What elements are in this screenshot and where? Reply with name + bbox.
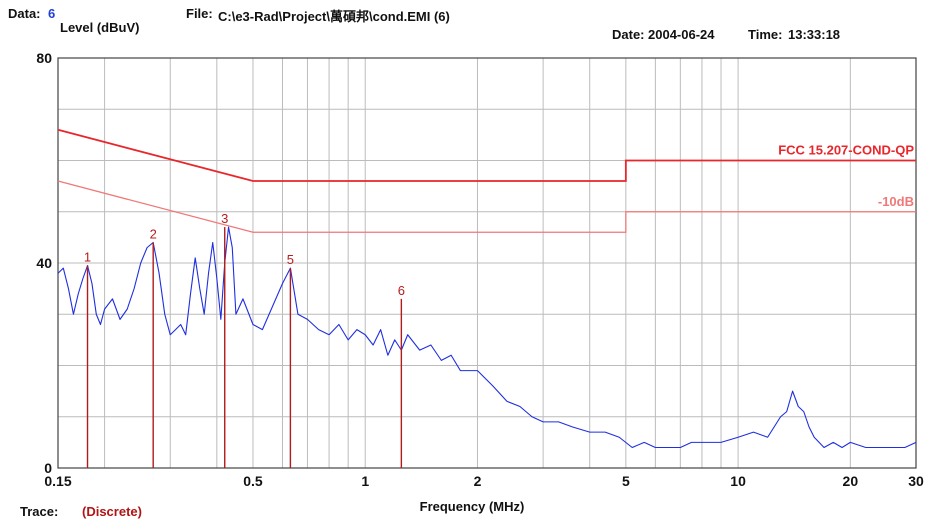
- limit-line-label: -10dB: [878, 194, 914, 209]
- marker-label: 1: [84, 250, 91, 265]
- y-axis-label: Level (dBuV): [60, 20, 140, 35]
- trace-line: [57, 226, 917, 449]
- data-value: 6: [48, 6, 56, 21]
- limit-line: [57, 128, 916, 182]
- limit-lines: FCC 15.207-COND-QP -10dB: [57, 128, 916, 233]
- marker-label: 6: [398, 283, 405, 298]
- x-tick-label: 20: [843, 473, 859, 489]
- limit-line-label: FCC 15.207-COND-QP: [778, 143, 914, 158]
- trace: [57, 226, 917, 449]
- x-tick-label: 0.15: [44, 473, 71, 489]
- marker-label: 5: [287, 252, 294, 267]
- x-tick-label: 30: [908, 473, 924, 489]
- time-value: 13:33:18: [788, 27, 841, 42]
- x-tick-label: 5: [622, 473, 630, 489]
- y-tick-label: 40: [36, 255, 52, 271]
- x-tick-label: 10: [730, 473, 746, 489]
- x-tick-label: 2: [474, 473, 482, 489]
- grid: [58, 58, 916, 468]
- marker-label: 3: [221, 211, 228, 226]
- date-value: 2004-06-24: [648, 27, 715, 42]
- x-tick-labels: 0.15 0.5 1 2 5 10 20 30: [44, 473, 924, 489]
- y-tick-label: 80: [36, 50, 52, 66]
- date-label: Date:: [612, 27, 645, 42]
- limit-line: [57, 180, 916, 233]
- file-path: C:\e3-Rad\Project\萬碩邦\cond.EMI (6): [218, 9, 450, 24]
- x-axis-label: Frequency (MHz): [420, 499, 525, 514]
- plot-frame: [57, 57, 917, 469]
- time-label: Time:: [748, 27, 783, 42]
- trace-label: Trace:: [20, 504, 59, 519]
- x-tick-label: 1: [361, 473, 369, 489]
- y-tick-label: 0: [44, 460, 52, 476]
- markers: 1 2 3 5 6: [84, 211, 405, 468]
- data-label: Data:: [8, 6, 41, 21]
- trace-mode: (Discrete): [82, 504, 142, 519]
- y-tick-labels: 0 40 80: [36, 50, 52, 476]
- x-tick-label: 0.5: [243, 473, 263, 489]
- file-label: File:: [186, 6, 213, 21]
- marker-label: 2: [150, 227, 157, 242]
